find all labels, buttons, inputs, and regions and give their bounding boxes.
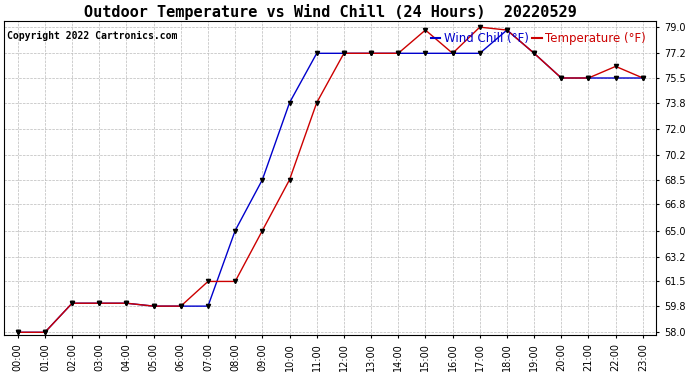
Title: Outdoor Temperature vs Wind Chill (24 Hours)  20220529: Outdoor Temperature vs Wind Chill (24 Ho…: [84, 4, 577, 20]
Legend: Wind Chill (°F), Temperature (°F): Wind Chill (°F), Temperature (°F): [426, 27, 651, 50]
Text: Copyright 2022 Cartronics.com: Copyright 2022 Cartronics.com: [8, 31, 178, 41]
